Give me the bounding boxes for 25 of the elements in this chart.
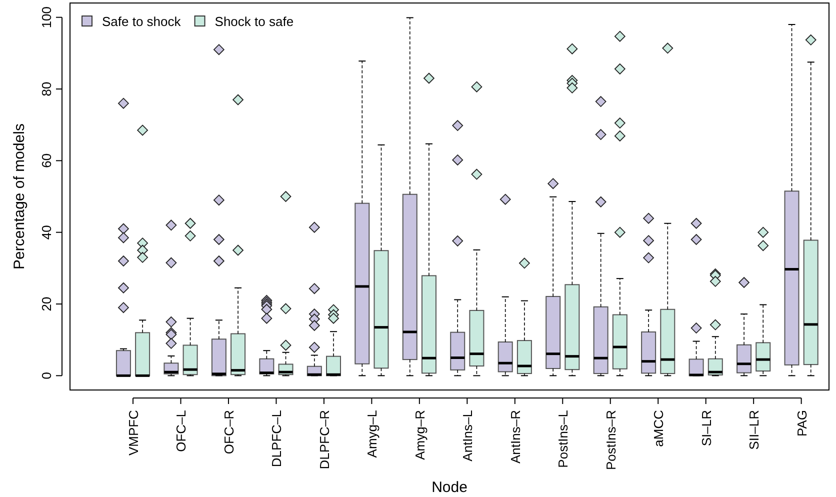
x-tick-label: PAG xyxy=(794,410,810,436)
x-tick-label: AntIns–L xyxy=(460,410,476,462)
x-tick-label: Amyg–L xyxy=(364,410,380,458)
x-tick-label: DLPFC–R xyxy=(316,410,332,470)
x-axis-title: Node xyxy=(432,479,468,496)
x-tick-label: Amyg–R xyxy=(412,410,428,460)
x-tick-label: OFC–R xyxy=(221,410,236,454)
x-tick-label: PostIns–R xyxy=(603,410,618,470)
x-tick-label: PostIns–L xyxy=(556,410,571,468)
x-tick-label: AntIns–R xyxy=(508,410,523,464)
y-tick-label: 80 xyxy=(39,82,54,96)
x-tick-label: SI–LR xyxy=(698,410,714,446)
x-tick-label: aMCC xyxy=(651,410,666,447)
y-tick-label: 20 xyxy=(39,296,54,312)
legend-label: Shock to safe xyxy=(214,14,294,29)
y-tick-label: 100 xyxy=(39,6,54,28)
y-tick-label: 0 xyxy=(39,372,54,380)
x-tick-label: OFC–L xyxy=(174,410,189,452)
x-tick-label: VMPFC xyxy=(126,410,142,456)
y-axis-title: Percentage of models xyxy=(11,124,28,270)
x-tick-label: DLPFC–L xyxy=(269,410,284,468)
x-tick-label: SII–LR xyxy=(746,410,762,450)
legend-label: Safe to shock xyxy=(102,14,182,29)
y-tick-label: 40 xyxy=(39,225,54,240)
y-tick-label: 60 xyxy=(39,153,54,168)
